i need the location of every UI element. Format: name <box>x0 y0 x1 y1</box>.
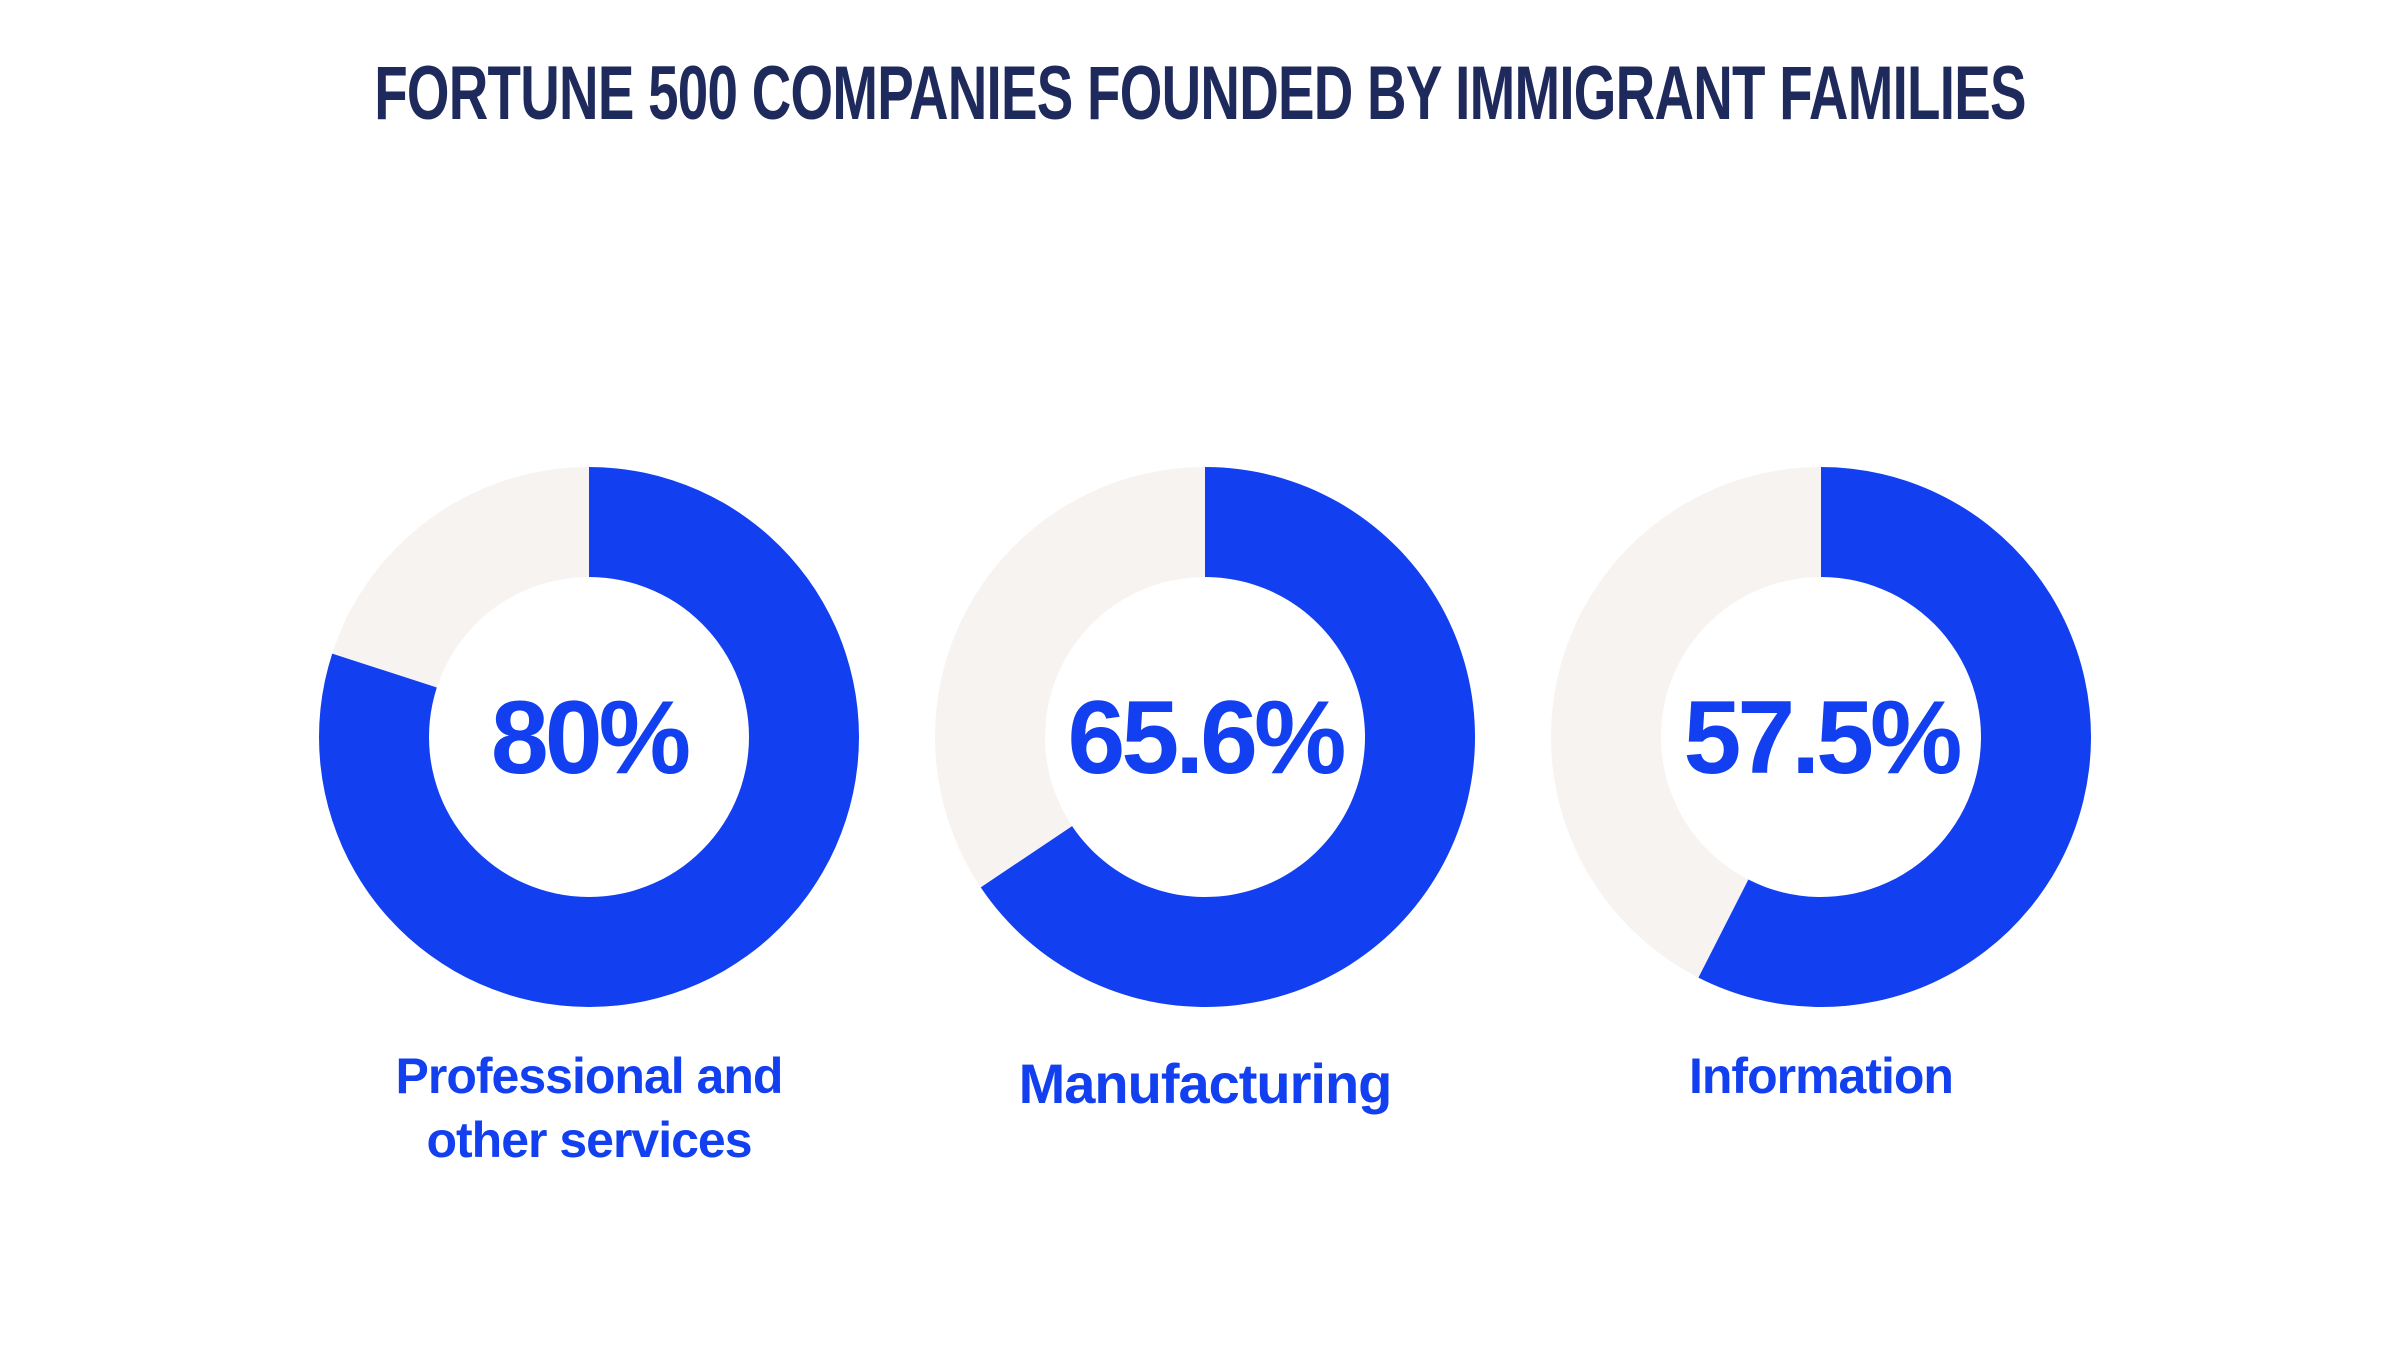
donut-arc-3 <box>1698 467 2091 1008</box>
value-label-3: 57.5% <box>1684 680 1960 796</box>
category-label-1: Professional and other services <box>309 1044 869 1172</box>
chart-title: FORTUNE 500 COMPANIES FOUNDED BY IMMIGRA… <box>374 51 2026 136</box>
category-label-line: Professional and <box>395 1048 784 1104</box>
donut-track-3 <box>1551 467 1821 978</box>
category-label-2: Manufacturing <box>925 1052 1485 1116</box>
value-label-1: 80% <box>491 680 689 796</box>
donut-track-2 <box>935 467 1205 888</box>
donut-arc-2 <box>980 467 1475 1007</box>
category-label-3: Information <box>1541 1044 2101 1108</box>
donut-track-1 <box>332 467 589 688</box>
category-label-line: Manufacturing <box>1018 1052 1393 1115</box>
donut-arc-1 <box>318 467 859 1007</box>
value-label-2: 65.6% <box>1068 680 1344 796</box>
donut-group: 80% 65.6% 57.5% <box>318 467 2091 1008</box>
category-label-line: Information <box>1689 1048 1954 1104</box>
category-label-line: other services <box>426 1112 752 1168</box>
